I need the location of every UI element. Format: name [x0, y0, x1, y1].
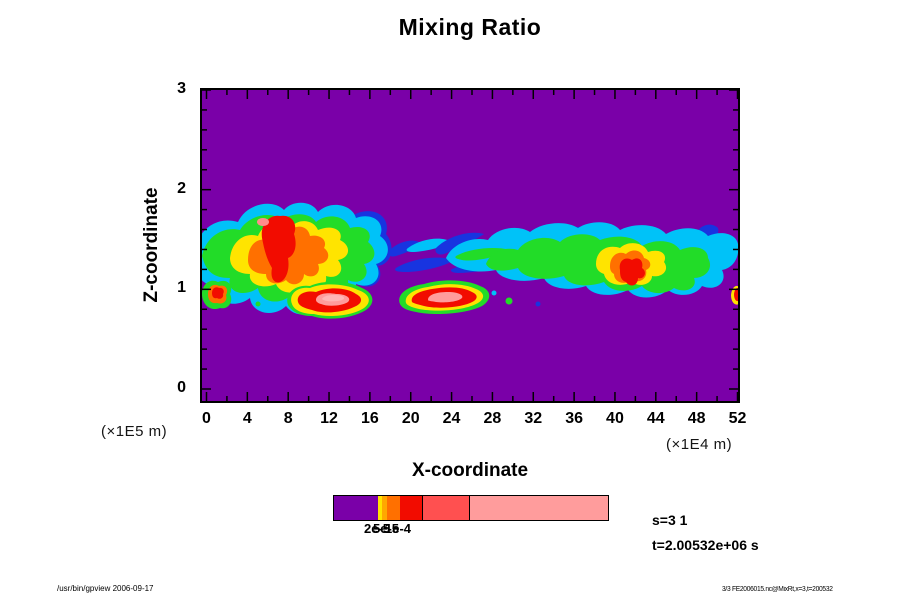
x-tick-label: 12 [320, 410, 338, 427]
colorbar-segment [399, 496, 422, 520]
contour-red [261, 215, 296, 283]
colorbar-segment [468, 496, 608, 520]
y-tick-label: 1 [177, 279, 186, 297]
contour-blue-dot [535, 301, 541, 307]
contour-green [455, 248, 510, 261]
mid-blue-wisps [388, 238, 454, 272]
colorbar-tick-label: 2e-5 [363, 521, 391, 536]
x-tick-label: 52 [728, 410, 747, 427]
x-tick-label: 24 [442, 410, 461, 427]
colorbar-segment [377, 496, 382, 520]
contour-dark-blue [435, 232, 484, 255]
plot-frame [200, 88, 740, 403]
colorbar-tick-label: 5e-5 [372, 521, 400, 536]
contour-green-dot [505, 297, 513, 305]
footer-command-stamp: /usr/bin/gpview 2006-09-17 [57, 584, 154, 593]
x-tick-label: 44 [646, 410, 665, 427]
x-tick-label: 8 [283, 410, 293, 427]
left-diagonal-plume [287, 281, 373, 319]
page-title: Mixing Ratio [398, 14, 542, 40]
contour-pink [257, 218, 269, 226]
x-tick-label: 28 [483, 410, 502, 427]
colorbar-tick-label: 1e-4 [384, 521, 412, 536]
colorbar-segment [421, 496, 469, 520]
right-cloud [435, 222, 740, 305]
y-tick-label: 3 [177, 80, 186, 97]
footer-file-stamp: 3/3 FE2006015.nc@MixRt,x=3,t=200532 [722, 586, 833, 593]
contour-plot-canvas [200, 88, 740, 403]
x-tick-label: 20 [401, 410, 420, 427]
x-axis-title: X-coordinate [411, 460, 529, 481]
y-tick-label: 2 [177, 179, 186, 197]
x-tick-label: 4 [242, 410, 252, 427]
contour-light-pink [322, 295, 345, 302]
colorbar [333, 495, 609, 521]
contour-red [212, 287, 224, 299]
slice-annotation: s=3 1 [652, 512, 688, 528]
contour-green-dot [255, 301, 261, 307]
lower-left-plume [202, 280, 261, 310]
contour-dark-blue [395, 257, 454, 272]
x-tick-label: 32 [524, 410, 543, 427]
x-tick-label: 48 [687, 410, 706, 427]
time-annotation: t=2.00532e+06 s [652, 537, 759, 553]
y-tick-label: 0 [177, 379, 186, 396]
contour-cyan-dot [491, 290, 497, 296]
y-axis-unit: (×1E5 m) [101, 423, 168, 440]
tick-marks [202, 89, 739, 401]
x-tick-label: 0 [202, 410, 211, 427]
colorbar-segment [387, 496, 400, 520]
x-tick-label: 16 [360, 410, 379, 427]
x-axis-unit: (×1E4 m) [666, 436, 733, 453]
contour-pink [428, 292, 463, 303]
contour-cyan [406, 238, 452, 252]
x-tick-label: 40 [606, 410, 624, 427]
x-tick-label: 36 [565, 410, 583, 427]
mid-lens [399, 280, 541, 314]
colorbar-segment [382, 496, 387, 520]
y-axis-title: Z-coordinate [141, 187, 162, 303]
colorbar-segment [334, 496, 378, 520]
contour-red [619, 258, 645, 286]
